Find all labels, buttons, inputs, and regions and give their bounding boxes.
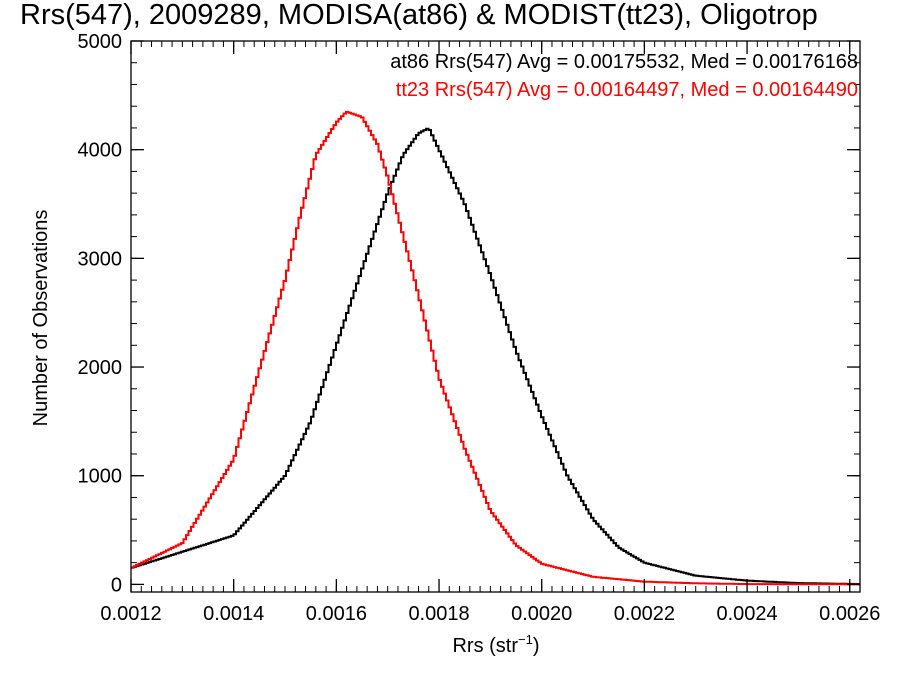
x-tick-label: 0.0016 [306, 603, 367, 625]
x-axis-label-superscript: −1 [518, 632, 533, 647]
series-line-0 [131, 127, 860, 586]
y-tick-label: 1000 [78, 466, 123, 488]
x-tick-label: 0.0026 [819, 603, 880, 625]
x-tick-label: 0.0022 [614, 603, 675, 625]
y-axis-label: Number of Observations [30, 210, 52, 427]
series-line-1 [131, 110, 860, 586]
plot-frame [130, 40, 861, 593]
y-tick-label: 4000 [78, 140, 123, 162]
annotation-tt23-stats: tt23 Rrs(547) Avg = 0.00164497, Med = 0.… [396, 79, 858, 101]
y-tick-label: 0 [111, 574, 122, 596]
tick-labels: 0.0012 0.0014 0.0016 0.0018 0.0020 0.0022 0.00… [78, 31, 881, 625]
x-tick-label: 0.0018 [408, 603, 469, 625]
x-tick-label: 0.0020 [511, 603, 572, 625]
series-layer [131, 110, 860, 586]
y-tick-label: 5000 [78, 31, 123, 53]
chart-title: Rrs(547), 2009289, MODISA(at86) & MODIST… [20, 0, 818, 31]
tick-marks [130, 40, 861, 592]
annotation-at86-stats: at86 Rrs(547) Avg = 0.00175532, Med = 0.… [390, 51, 858, 73]
x-axis-label: Rrs (str−1) [452, 632, 539, 657]
x-axis-label-close: ) [533, 635, 540, 657]
y-tick-label: 3000 [78, 248, 123, 270]
x-tick-label: 0.0014 [203, 603, 264, 625]
x-tick-label: 0.0012 [100, 603, 161, 625]
y-tick-label: 2000 [78, 357, 123, 379]
axes-frame [130, 40, 861, 593]
x-axis-label-main: Rrs (str [452, 635, 518, 657]
x-tick-label: 0.0024 [716, 603, 777, 625]
